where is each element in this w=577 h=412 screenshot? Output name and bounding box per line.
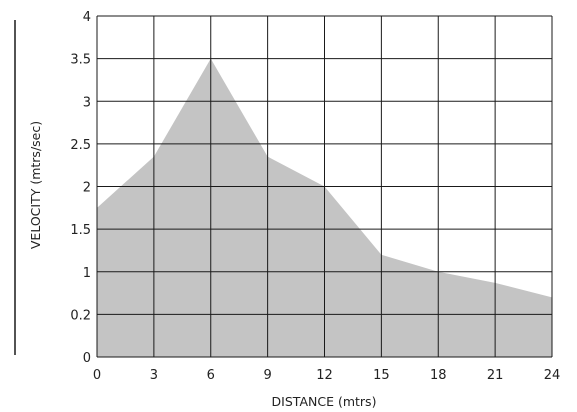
x-tick-label: 18 xyxy=(430,368,447,383)
y-tick-label: 2 xyxy=(83,181,91,196)
x-tick-label: 6 xyxy=(207,368,215,383)
x-tick-label: 15 xyxy=(373,368,390,383)
x-tick-label: 12 xyxy=(316,368,333,383)
x-tick-label: 0 xyxy=(93,368,101,383)
x-tick-label: 3 xyxy=(150,368,158,383)
y-tick-label: 3.5 xyxy=(70,53,91,68)
y-tick-label: 1 xyxy=(83,266,91,281)
x-tick-label: 21 xyxy=(487,368,504,383)
y-axis-label: VELOCITY (mtrs/sec) xyxy=(28,121,43,249)
x-axis-label: DISTANCE (mtrs) xyxy=(272,394,377,409)
y-tick-label: 0 xyxy=(83,351,91,366)
grid-layer xyxy=(96,15,553,358)
y-tick-label: 3 xyxy=(83,95,91,110)
y-tick-label: 2.5 xyxy=(70,138,91,153)
y-tick-label: 1.5 xyxy=(70,223,91,238)
x-tick-label: 24 xyxy=(544,368,561,383)
x-tick-label: 9 xyxy=(263,368,271,383)
tick-layer: 0 3 6 9 12 15 18 21 24 0 0.2 1 1.5 2 2.5 3 3.5 4 xyxy=(70,10,560,383)
y-tick-label: 0.2 xyxy=(70,308,91,323)
y-tick-label: 4 xyxy=(83,10,91,25)
